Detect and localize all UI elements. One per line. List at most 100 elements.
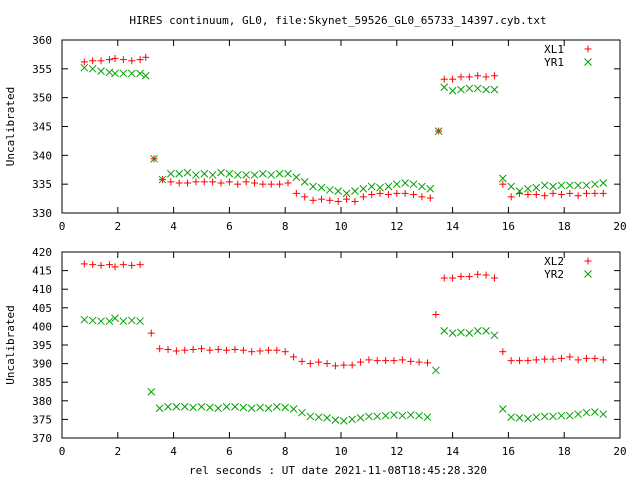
x-tick-label: 2 [114,445,121,458]
data-point [398,411,407,420]
legend-marker [584,58,592,66]
data-point [490,72,498,80]
y-tick-label: 330 [32,207,52,220]
x-tick-label: 14 [446,445,460,458]
data-point [334,187,343,195]
data-point [247,404,256,413]
data-point [365,412,373,421]
data-point [574,192,582,200]
data-point [222,402,231,411]
y-tick-label: 350 [32,92,52,105]
data-point [359,184,368,193]
data-point [490,85,499,94]
data-point [418,193,426,201]
y-tick-label: 415 [32,265,52,278]
data-point [119,69,128,78]
x-tick-label: 4 [170,445,177,458]
data-point [351,197,359,205]
data-point [406,411,415,419]
data-point [128,57,136,65]
data-point [482,73,490,81]
data-point [457,273,465,281]
legend-label: YR1 [544,56,564,69]
data-point [448,329,457,337]
data-point [393,189,401,197]
x-axis-label: rel seconds : UT date 2021-11-08T18:45:2… [189,464,487,477]
data-point [105,56,113,64]
data-point [524,184,532,193]
data-point [418,182,426,191]
data-point [465,84,474,93]
data-point [156,345,164,353]
data-point [351,187,359,195]
data-point [426,184,435,193]
data-point [306,360,314,368]
data-point [259,169,267,178]
data-point [515,187,524,195]
data-point [80,58,88,66]
data-point [264,346,272,354]
data-point [97,57,105,65]
legend-label: XL1 [544,43,564,56]
data-point [181,346,189,354]
data-point [200,169,209,178]
y-axis-label: Uncalibrated [4,305,17,384]
data-point [582,181,591,190]
data-point [490,331,499,340]
data-point [440,327,449,335]
data-point [331,416,340,424]
data-point [368,191,376,199]
data-point [482,85,490,94]
x-tick-label: 18 [558,220,571,233]
data-point [127,69,136,78]
data-point [317,195,325,203]
data-point [309,182,317,191]
y-tick-label: 400 [32,320,52,333]
data-point [223,346,231,354]
data-point [88,316,97,325]
data-point [184,179,192,187]
data-point [206,346,214,354]
series-xl1 [80,53,607,205]
data-point [314,413,323,422]
data-point [89,57,97,65]
y-tick-label: 360 [32,34,52,47]
data-point [200,178,208,186]
data-point [381,411,390,420]
y-tick-label: 335 [32,178,52,191]
data-point [574,181,583,190]
data-point [300,178,309,186]
data-point [382,357,390,365]
data-point [426,194,434,202]
data-point [401,179,410,187]
data-point [340,361,348,369]
data-point [197,402,206,411]
data-point [398,356,406,364]
data-point [225,178,233,186]
data-point [499,348,507,356]
data-point [557,181,566,190]
data-point [136,69,144,78]
data-point [281,348,289,356]
data-point [214,345,222,353]
y-tick-label: 405 [32,302,52,315]
y-tick-label: 385 [32,376,52,389]
data-point [164,402,172,411]
data-point [306,412,315,421]
data-point [390,411,398,419]
data-point [532,356,540,364]
data-point [599,356,607,364]
data-point [434,127,443,135]
legend-marker [584,270,592,278]
y-tick-label: 340 [32,149,52,162]
data-point [256,403,264,412]
data-point [242,171,250,179]
data-point [540,412,549,421]
x-tick-label: 6 [226,220,233,233]
data-point [384,191,392,199]
data-point [233,171,242,179]
x-tick-label: 4 [170,220,177,233]
data-point [136,56,144,64]
data-point [591,180,599,189]
